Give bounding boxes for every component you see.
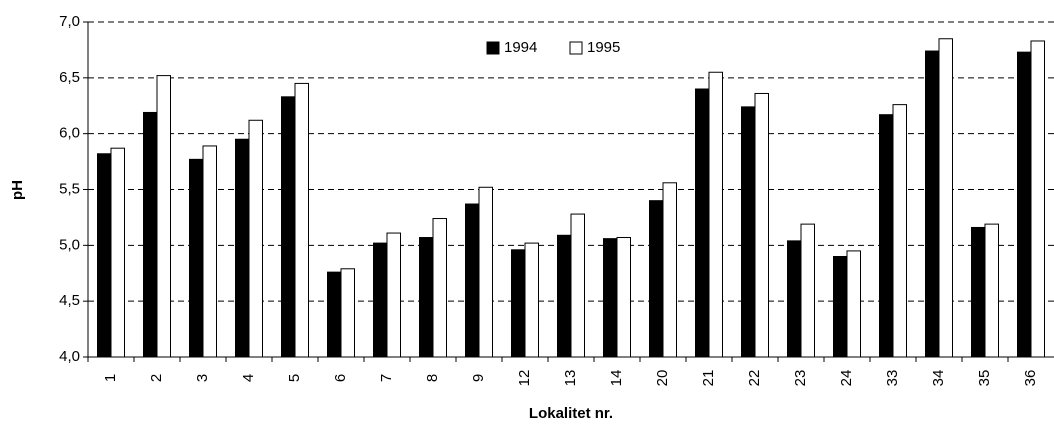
- x-tick-label: 5: [286, 374, 303, 382]
- legend-swatch: [569, 41, 583, 55]
- x-tick-label: 14: [608, 370, 625, 387]
- bar: [281, 96, 296, 358]
- bar: [741, 106, 756, 358]
- x-tick-label: 35: [976, 370, 993, 387]
- y-tick-label: 7,0: [59, 13, 80, 30]
- x-tick-label: 22: [746, 370, 763, 387]
- bar: [695, 88, 710, 358]
- x-tick-label: 6: [332, 374, 349, 382]
- y-tick-label: 4,5: [59, 292, 80, 309]
- y-tick-label: 5,5: [59, 180, 80, 197]
- bar: [1030, 40, 1045, 358]
- bar: [524, 242, 539, 358]
- bar: [800, 223, 815, 358]
- bar: [327, 271, 342, 358]
- x-tick-label: 3: [194, 374, 211, 382]
- bar: [787, 240, 802, 358]
- bar: [202, 145, 217, 358]
- y-axis-title: pH: [9, 180, 26, 200]
- bar: [616, 237, 631, 358]
- x-tick-label: 23: [792, 370, 809, 387]
- bar: [189, 158, 204, 358]
- x-tick-label: 1: [102, 374, 119, 382]
- bar: [110, 147, 125, 358]
- legend-label: 1995: [587, 39, 620, 56]
- bar: [1017, 51, 1032, 358]
- x-tick-label: 34: [930, 370, 947, 387]
- bar: [879, 114, 894, 358]
- y-tick-label: 6,0: [59, 125, 80, 142]
- bar: [419, 237, 434, 358]
- bar: [248, 119, 263, 358]
- bar: [925, 50, 940, 358]
- x-tick-label: 24: [838, 370, 855, 387]
- legend-label: 1994: [504, 39, 537, 56]
- x-tick-label: 20: [654, 370, 671, 387]
- bar: [294, 82, 309, 358]
- bar: [511, 249, 526, 358]
- bar: [649, 200, 664, 358]
- y-tick-label: 6,5: [59, 69, 80, 86]
- bar: [235, 138, 250, 358]
- bar: [478, 186, 493, 358]
- x-tick-label: 7: [378, 374, 395, 382]
- x-tick-label: 21: [700, 370, 717, 387]
- x-tick-label: 2: [148, 374, 165, 382]
- legend-swatch: [486, 41, 500, 55]
- y-tick-label: 4,0: [59, 348, 80, 365]
- x-tick-label: 8: [424, 374, 441, 382]
- bar: [984, 223, 999, 358]
- bar: [97, 153, 112, 358]
- bar: [432, 218, 447, 358]
- bar: [143, 111, 158, 358]
- bar: [465, 203, 480, 358]
- bar: [570, 213, 585, 358]
- bar: [754, 92, 769, 358]
- bar: [340, 268, 355, 358]
- bar: [557, 234, 572, 358]
- bar: [833, 256, 848, 358]
- bar: [386, 232, 401, 358]
- x-tick-label: 12: [516, 370, 533, 387]
- bar: [938, 38, 953, 358]
- bar: [373, 242, 388, 358]
- x-tick-label: 4: [240, 374, 257, 382]
- bar: [603, 238, 618, 358]
- x-tick-label: 36: [1022, 370, 1039, 387]
- bar: [662, 182, 677, 358]
- bar: [846, 250, 861, 358]
- y-tick-label: 5,0: [59, 236, 80, 253]
- bar: [892, 104, 907, 358]
- bar: [971, 226, 986, 358]
- x-axis-title: Lokalitet nr.: [529, 405, 613, 422]
- x-tick-label: 9: [470, 374, 487, 382]
- bar: [708, 71, 723, 358]
- x-tick-label: 33: [884, 370, 901, 387]
- bar: [156, 75, 171, 358]
- x-tick-label: 13: [562, 370, 579, 387]
